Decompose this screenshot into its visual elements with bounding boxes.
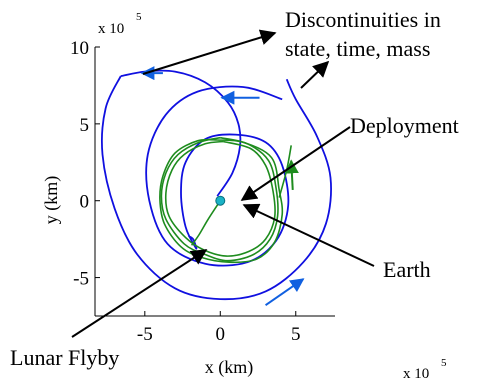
y-tick-label: 10 <box>70 38 89 59</box>
x-tick-label: -5 <box>137 324 153 345</box>
trajectory-line-4 <box>160 136 279 262</box>
x-tick-label: 5 <box>291 324 301 345</box>
annotation-arrow-5 <box>71 249 208 338</box>
trajectory-line-5 <box>164 140 276 257</box>
annotation-label: Earth <box>383 257 431 282</box>
trajectory-line-2 <box>101 75 332 301</box>
annotations: Discontinuities in state, time, mass Deplo… <box>10 7 459 370</box>
trajectory-series <box>101 69 332 301</box>
x-axis-label: x (km) <box>205 357 254 378</box>
y-axis-multiplier: x 10 <box>98 21 124 37</box>
annotation-arrow-2 <box>300 60 330 89</box>
earth-marker <box>215 195 226 206</box>
y-axis-multiplier-exponent: 5 <box>136 11 142 23</box>
annotation-label: Discontinuities in <box>285 7 441 32</box>
y-tick-label: 5 <box>80 115 90 136</box>
axes: -5 0 5 10 5 0 -5 <box>70 38 335 345</box>
trajectory-line-7 <box>190 200 221 246</box>
x-axis-multiplier: x 10 <box>403 366 429 381</box>
y-tick-label: 0 <box>80 192 90 213</box>
x-axis-multiplier-exponent: 5 <box>441 357 447 369</box>
trajectory-line-6 <box>159 138 284 264</box>
annotation-arrow-1 <box>142 29 277 75</box>
y-tick-label: -5 <box>73 269 89 290</box>
x-tick-label: 0 <box>216 324 226 345</box>
annotation-label: state, time, mass <box>285 36 430 61</box>
annotation-label: Lunar Flyby <box>10 345 119 370</box>
trajectory-line-3 <box>145 85 290 267</box>
y-axis-label: y (km) <box>41 176 62 225</box>
annotation-arrow-4 <box>242 203 375 267</box>
earth-marker-group <box>215 195 226 206</box>
trajectory-line-1 <box>120 69 242 197</box>
annotation-label: Deployment <box>350 113 459 138</box>
direction-arrow-3 <box>264 278 305 307</box>
annotation-arrow-3 <box>240 126 351 201</box>
